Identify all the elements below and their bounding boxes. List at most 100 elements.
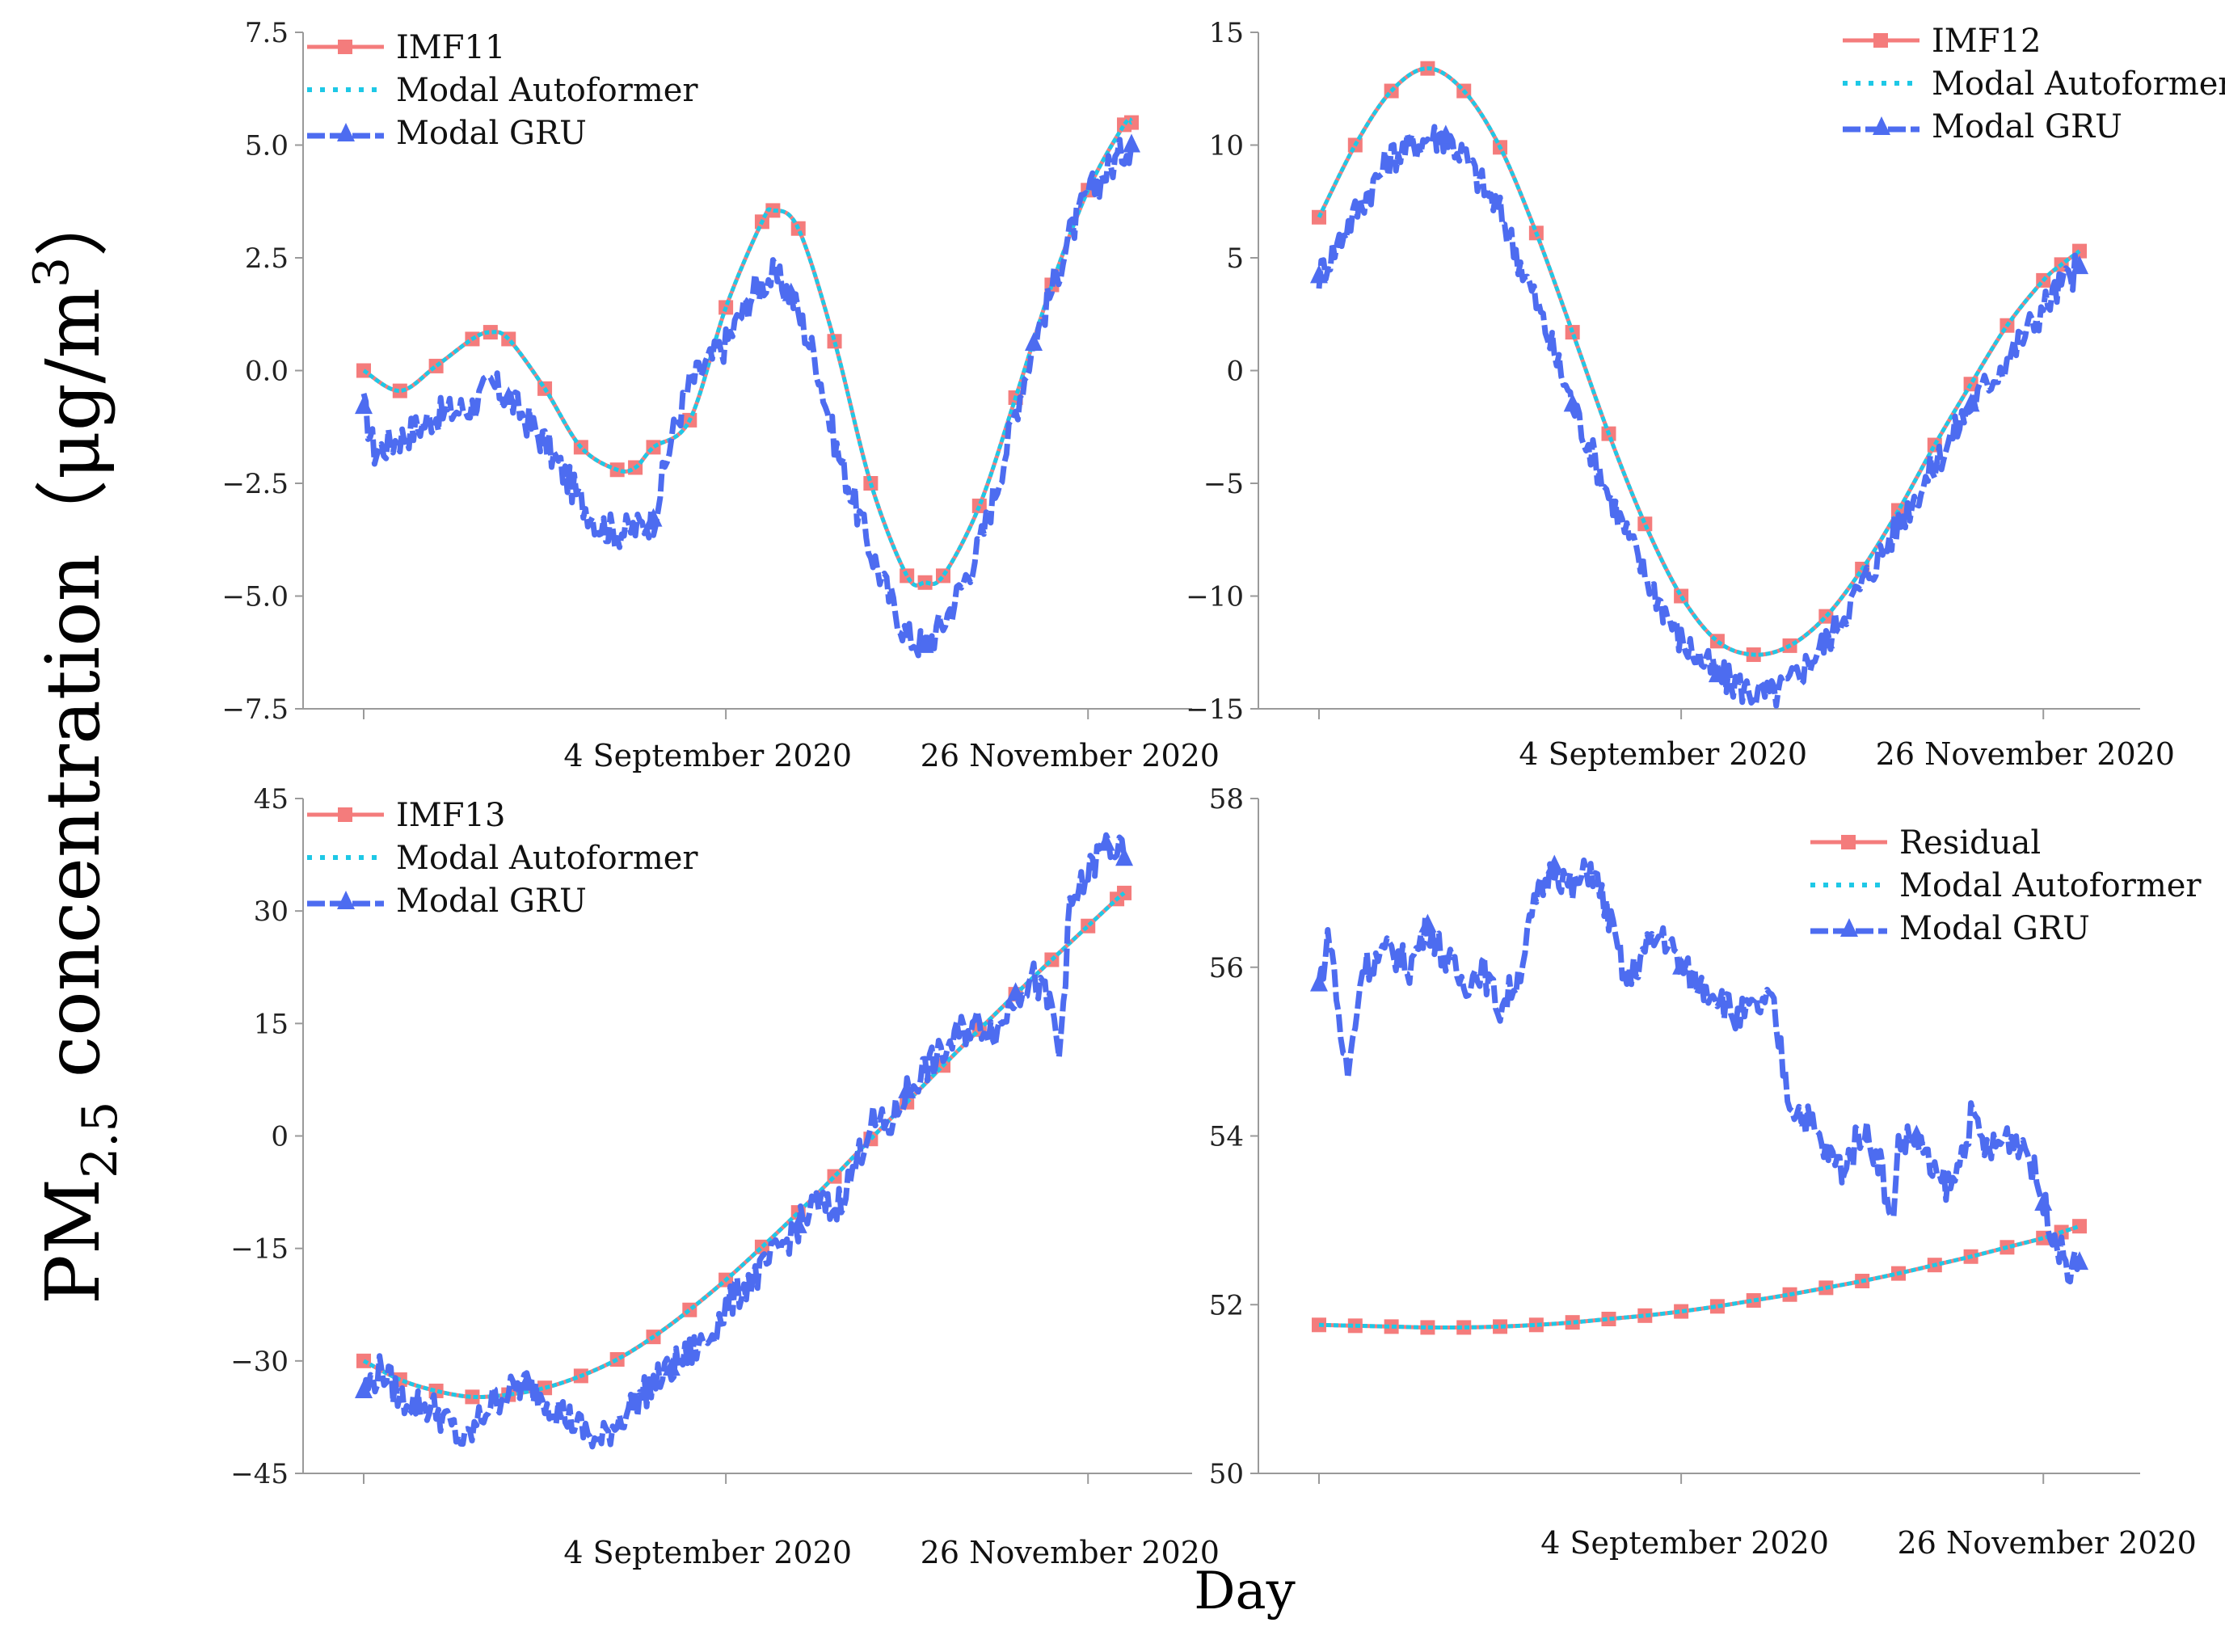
imf-line — [362, 116, 1134, 588]
gru-marker — [1115, 847, 1134, 866]
x-tick-label: 26 November 2020 — [1898, 1525, 2197, 1561]
ylabel-rest: concentration（μg/m — [30, 288, 116, 1101]
imf-marker — [754, 1239, 769, 1254]
y-tick-label: −45 — [230, 1458, 289, 1490]
imf-marker — [917, 575, 933, 590]
legend-marker — [337, 123, 355, 141]
legend-label: Modal GRU — [396, 115, 587, 152]
x-tick-label: 4 September 2020 — [563, 1535, 852, 1570]
svg-text:PM2.5 concentration（μg/m3）: PM2.5 concentration（μg/m3） — [23, 183, 129, 1304]
gru-marker — [1545, 854, 1564, 874]
legend-marker — [1840, 918, 1858, 937]
gru-marker — [1025, 332, 1043, 352]
ylabel-sub: 2.5 — [72, 1102, 129, 1178]
imf-marker — [827, 334, 842, 349]
legend: IMF11 Modal Autoformer Modal GRU — [307, 29, 698, 152]
series-residual — [1312, 1219, 2088, 1335]
ylabel-close: ） — [30, 183, 116, 257]
legend-marker — [1873, 33, 1888, 48]
series-imf13 — [356, 885, 1132, 1405]
imf-marker — [465, 1389, 480, 1405]
imf-marker — [1674, 1304, 1689, 1319]
imf-marker — [1709, 1299, 1725, 1314]
y-tick-label: 10 — [1209, 130, 1244, 162]
legend-label: IMF12 — [1932, 23, 2041, 60]
x-tick-label: 4 September 2020 — [1540, 1525, 1829, 1561]
imf-marker — [1456, 1320, 1472, 1335]
gru-marker — [644, 508, 663, 527]
legend-label: Modal GRU — [1899, 910, 2090, 947]
gru-marker — [1708, 664, 1726, 683]
imf-marker — [1347, 1318, 1363, 1334]
imf-marker — [1420, 1320, 1435, 1335]
imf-marker — [392, 383, 407, 398]
y-tick-label: 56 — [1209, 952, 1244, 984]
imf-marker — [1081, 918, 1096, 933]
gru-marker — [355, 395, 373, 415]
legend: IMF13 Modal Autoformer Modal GRU — [307, 797, 698, 920]
legend-marker — [338, 40, 352, 54]
imf-marker — [1601, 1311, 1616, 1326]
legend-label: Modal GRU — [396, 883, 587, 920]
gru-marker — [1907, 1124, 1926, 1144]
gru-marker — [517, 1372, 536, 1391]
legend-label: Modal Autoformer — [1932, 65, 2225, 103]
series-modal-gru — [355, 133, 1140, 659]
y-tick-label: −10 — [1186, 581, 1244, 613]
figure-xlabel: Day — [1194, 1561, 1296, 1621]
ylabel-main: PM — [30, 1178, 116, 1304]
legend-marker — [1873, 116, 1890, 135]
legend-marker — [338, 807, 352, 822]
legend-label: Modal Autoformer — [396, 840, 698, 877]
legend-label: Modal GRU — [1932, 108, 2122, 145]
y-tick-label: 7.5 — [245, 17, 289, 49]
series-modal-gru — [1310, 854, 2089, 1285]
imf-marker — [1637, 1308, 1653, 1323]
panel-residual: 58 56 54 52 50 4 September 2020 26 November 20… — [1209, 783, 2202, 1561]
gru-line — [1316, 124, 2081, 709]
gru-marker — [1962, 393, 1980, 412]
y-tick-label: 15 — [254, 1008, 289, 1040]
gru-marker — [1563, 393, 1582, 412]
y-tick-label: 0 — [271, 1121, 289, 1153]
gru-marker — [662, 1357, 681, 1376]
y-tick-label: −2.5 — [221, 468, 289, 500]
y-tick-label: 52 — [1209, 1289, 1244, 1321]
imf-marker — [428, 358, 444, 373]
autoformer-line — [362, 891, 1126, 1400]
y-tick-label: 5.0 — [245, 130, 289, 162]
imf-marker — [1637, 516, 1653, 532]
imf-marker — [827, 1169, 842, 1184]
x-tick-label: 26 November 2020 — [921, 738, 1220, 773]
gru-marker — [916, 634, 934, 653]
y-tick-label: 0 — [1226, 356, 1244, 388]
panel-imf13: 45 30 15 0 −15 −30 −45 4 September 2020 26 Novem… — [230, 783, 1220, 1570]
panel-imf12: 15 10 5 0 −5 −10 −15 4 September 2020 26 Novembe… — [1186, 17, 2225, 772]
autoformer-line — [362, 116, 1134, 588]
imf-marker — [1709, 634, 1725, 649]
y-tick-label: −15 — [230, 1233, 289, 1266]
imf-line — [1318, 1224, 2080, 1330]
imf-marker — [646, 440, 661, 455]
y-tick-label: 50 — [1209, 1458, 1244, 1490]
imf-marker — [537, 1380, 553, 1396]
imf-line — [1317, 66, 2081, 657]
imf-marker — [483, 325, 498, 340]
imf-marker — [1528, 1317, 1544, 1333]
series-modal-gru — [355, 832, 1134, 1450]
legend-label: Modal Autoformer — [396, 72, 698, 109]
ylabel-sup: 3 — [23, 257, 80, 288]
legend-label: Modal Autoformer — [1899, 867, 2202, 904]
imf-marker — [1117, 885, 1132, 900]
panel-imf11: 7.5 5.0 2.5 0.0 −2.5 −5.0 −7.5 4 September 2020… — [221, 17, 1220, 773]
y-tick-label: −15 — [1186, 693, 1244, 726]
gru-marker — [1097, 832, 1115, 851]
gru-marker — [2071, 1251, 2089, 1271]
gru-marker — [782, 282, 800, 301]
y-tick-label: 0.0 — [245, 356, 289, 388]
gru-marker — [1310, 972, 1328, 992]
y-tick-label: −5.0 — [221, 581, 289, 613]
gru-marker — [499, 386, 518, 405]
gru-marker — [2071, 255, 2089, 275]
